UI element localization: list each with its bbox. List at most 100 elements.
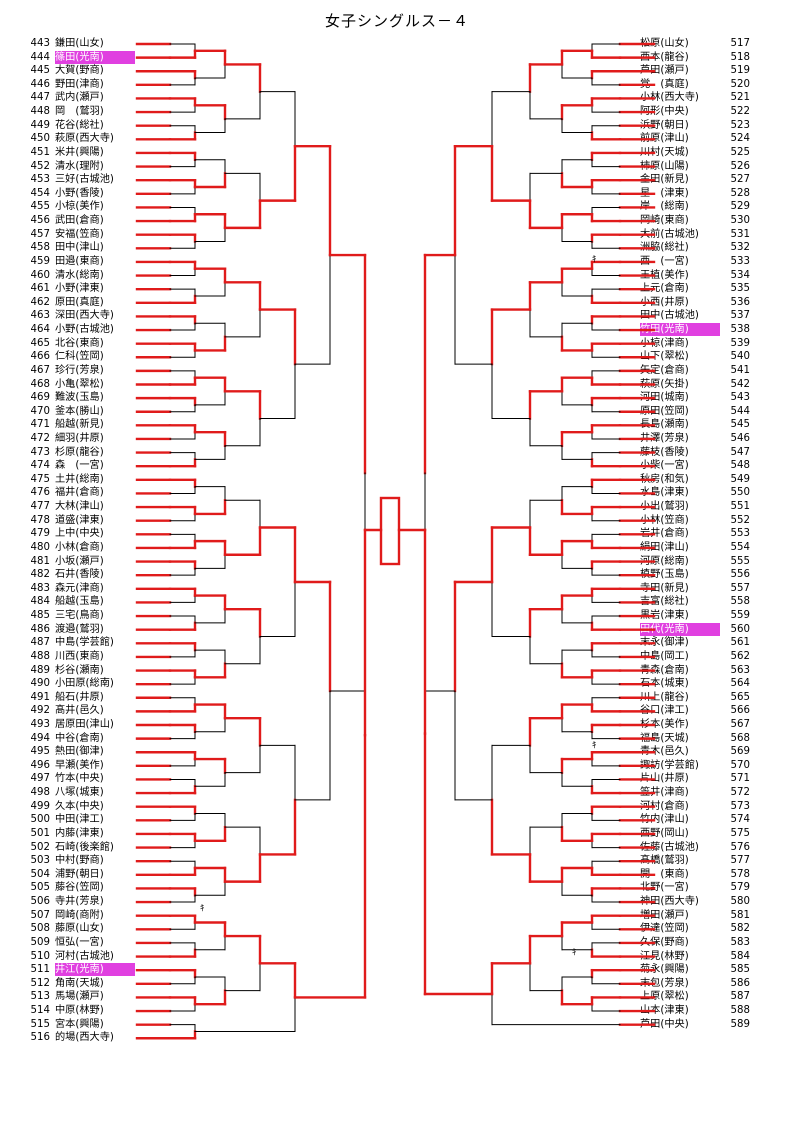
entry-name: 珍行(芳泉) xyxy=(55,364,104,376)
entry-number: 583 xyxy=(730,936,750,948)
entry-name: 槙野(玉島) xyxy=(640,569,689,581)
entry-number: 478 xyxy=(30,514,50,526)
entry-number: 496 xyxy=(30,759,50,771)
entry-number: 487 xyxy=(30,637,50,649)
entry-number: 463 xyxy=(30,310,50,322)
entry-number: 566 xyxy=(730,705,750,717)
entry-number: 466 xyxy=(30,351,50,363)
entry-name: 小椋(津商) xyxy=(640,337,689,349)
entry-name: 上中(中央) xyxy=(55,528,104,540)
entry-number: 543 xyxy=(730,392,750,404)
entry-number: 523 xyxy=(730,119,750,131)
entry-name: 伊達(笠岡) xyxy=(640,923,689,935)
entry-number: 477 xyxy=(30,501,50,513)
entry-name: 杉本(美作) xyxy=(640,719,689,730)
entry-name: 船越(新見) xyxy=(55,419,104,431)
entry-number: 476 xyxy=(30,487,50,499)
entry-name: 角南(天城) xyxy=(55,977,104,989)
entry-number: 581 xyxy=(730,909,750,921)
entry-name: 佐藤(古城池) xyxy=(640,841,699,853)
entry-number: 472 xyxy=(30,432,50,444)
entry-number: 554 xyxy=(730,541,750,553)
entry-number: 467 xyxy=(30,364,50,376)
entry-number: 542 xyxy=(730,378,750,390)
entry-name: 原田(笠岡) xyxy=(640,405,689,417)
entry-name: 田代(光南) xyxy=(640,622,720,636)
entry-name: 浦野(朝日) xyxy=(55,868,104,880)
entry-number: 539 xyxy=(730,337,750,349)
entry-number: 515 xyxy=(30,1018,50,1030)
walkover-mark: ｷ xyxy=(592,255,597,265)
entry-number: 562 xyxy=(730,650,750,662)
entry-number: 469 xyxy=(30,392,50,404)
entry-number: 504 xyxy=(30,868,50,880)
walkover-mark: ｷ xyxy=(572,948,577,958)
entry-number: 560 xyxy=(730,623,750,635)
entry-name: 河村(倉商) xyxy=(640,800,689,812)
entry-name: 福島(天城) xyxy=(640,732,689,744)
entry-name: 久保(野商) xyxy=(640,936,689,948)
entry-number: 485 xyxy=(30,610,50,622)
entry-number: 525 xyxy=(730,146,750,158)
entry-name: 石崎(後楽館) xyxy=(55,841,114,853)
entry-name: 八塚(城東) xyxy=(55,787,104,799)
entry-number: 464 xyxy=(30,324,50,336)
entry-name: 早瀬(美作) xyxy=(55,759,104,771)
entry-name: 森元(津商) xyxy=(55,582,104,594)
champion-box xyxy=(379,496,401,566)
entry-number: 481 xyxy=(30,555,50,567)
entry-name: 熱田(御津) xyxy=(55,746,104,758)
entry-name: 深田(西大寺) xyxy=(55,310,114,322)
entry-name: 岩井(倉商) xyxy=(640,528,689,540)
entry-name: 細羽(井原) xyxy=(55,432,104,444)
entry-name: 北谷(東商) xyxy=(55,337,104,349)
entry-name: 小田原(総南) xyxy=(55,678,114,690)
entry-name: 菊永(興陽) xyxy=(640,964,689,976)
entry-name: 岸 (総南) xyxy=(640,201,689,213)
entry-name: 小出(鷲羽) xyxy=(640,501,689,513)
entry-number: 538 xyxy=(730,324,750,336)
entry-name: 藤枝(香陵) xyxy=(640,446,689,458)
entry-name: 神田(西大寺) xyxy=(640,896,699,908)
entry-number: 565 xyxy=(730,691,750,703)
entry-number: 529 xyxy=(730,201,750,213)
entry-number: 552 xyxy=(730,514,750,526)
entry-name: 中谷(倉南) xyxy=(55,732,104,744)
entry-number: 498 xyxy=(30,787,50,799)
entry-number: 537 xyxy=(730,310,750,322)
entry-name: 鎌田(山女) xyxy=(55,38,104,49)
entry-name: 三好(古城池) xyxy=(55,174,114,186)
entry-number: 508 xyxy=(30,923,50,935)
entry-number: 571 xyxy=(730,773,750,785)
entry-name: 柿原(山陽) xyxy=(640,160,689,172)
entry-number: 462 xyxy=(30,296,50,308)
entry-name: 小野(古城池) xyxy=(55,324,114,336)
entry-number: 547 xyxy=(730,446,750,458)
entry-name: 渡邉(鷲羽) xyxy=(55,623,104,635)
entry-name: 内藤(津東) xyxy=(55,827,104,839)
entry-number: 551 xyxy=(730,501,750,513)
entry-number: 507 xyxy=(30,909,50,921)
entry-name: 花谷(総社) xyxy=(55,119,104,131)
entry-number: 456 xyxy=(30,215,50,227)
entry-name: 河村(古城池) xyxy=(55,950,114,962)
entry-name: 森 (一宮) xyxy=(55,460,104,472)
entry-number: 495 xyxy=(30,746,50,758)
entry-name: 岡崎(東商) xyxy=(640,215,689,227)
walkover-mark: ｷ xyxy=(200,904,205,914)
entry-name: 開 (東商) xyxy=(640,868,689,880)
entry-number: 572 xyxy=(730,787,750,799)
entry-number: 550 xyxy=(730,487,750,499)
entry-name: 江見(林野) xyxy=(640,950,689,962)
entry-number: 518 xyxy=(730,51,750,63)
entry-number: 502 xyxy=(30,841,50,853)
entry-number: 544 xyxy=(730,405,750,417)
entry-name: 船石(井原) xyxy=(55,691,104,703)
entry-name: 藤谷(笠岡) xyxy=(55,882,104,894)
entry-name: 竹田(光南) xyxy=(640,323,720,337)
entry-number: 568 xyxy=(730,732,750,744)
entry-name: 田中(津山) xyxy=(55,242,104,254)
entry-number: 503 xyxy=(30,855,50,867)
entry-number: 443 xyxy=(30,38,50,49)
entry-number: 506 xyxy=(30,896,50,908)
